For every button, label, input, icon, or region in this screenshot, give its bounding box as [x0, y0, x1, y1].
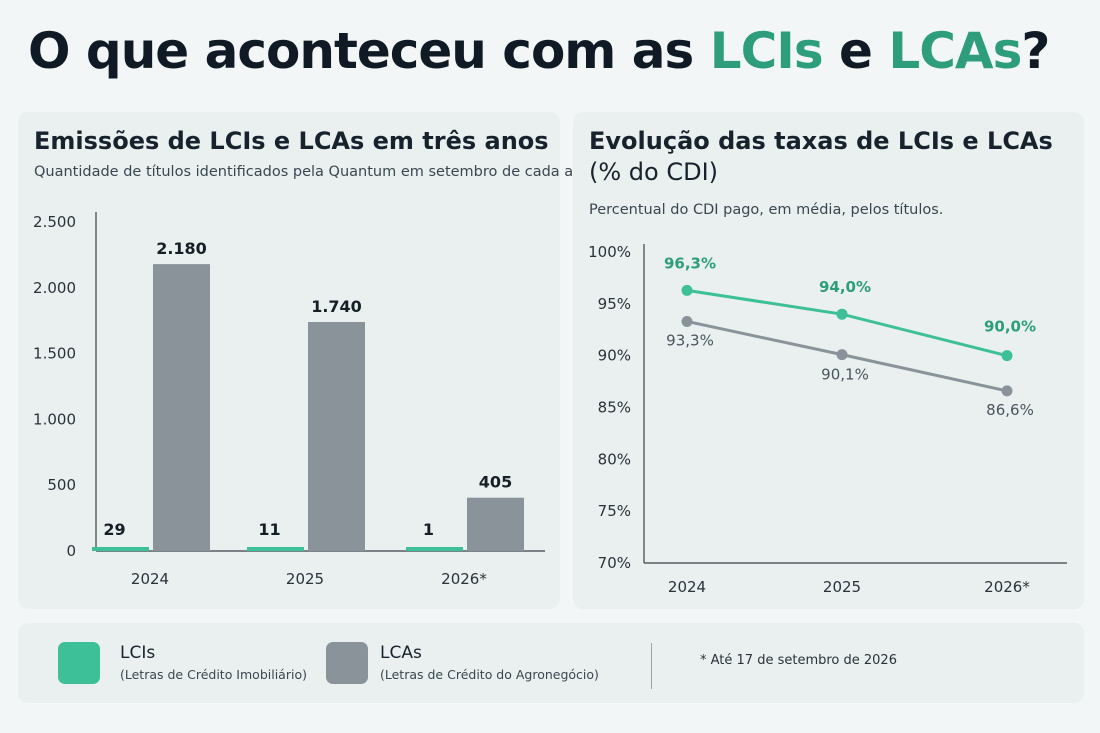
lci-point: [836, 308, 848, 320]
legend-bar: LCIs (Letras de Crédito Imobiliário) LCA…: [18, 623, 1084, 703]
lca-value-label: 90,1%: [821, 366, 869, 384]
legend-swatch-lca: [326, 642, 368, 684]
lci-value-label: 94,0%: [819, 278, 871, 296]
legend-lci-name: LCIs: [120, 643, 156, 663]
y-tick-label: 1.500: [33, 345, 76, 363]
lca-point: [836, 349, 848, 361]
x-tick-label: 2026*: [441, 570, 487, 588]
lci-bar: [406, 547, 463, 551]
lca-value-label: 405: [479, 473, 512, 492]
lci-value-label: 96,3%: [664, 254, 716, 272]
footnote: * Até 17 de setembro de 2026: [700, 653, 897, 668]
lca-bar: [467, 497, 524, 551]
y-tick-label: 85%: [598, 399, 631, 417]
lci-point: [1001, 350, 1013, 362]
y-tick-label: 70%: [598, 554, 631, 572]
lca-value-label: 93,3%: [666, 331, 714, 349]
lca-point: [1001, 385, 1013, 397]
x-tick-label: 2024: [668, 578, 706, 596]
y-tick-label: 2.000: [33, 279, 76, 297]
title-highlight-lcas: LCAs: [888, 22, 1022, 80]
lca-value-label: 86,6%: [986, 401, 1034, 419]
y-tick-label: 95%: [598, 295, 631, 313]
lci-value-label: 29: [103, 520, 125, 539]
x-tick-label: 2025: [286, 570, 324, 588]
lca-bar: [308, 322, 365, 551]
legend-divider: [651, 643, 652, 689]
x-tick-label: 2024: [131, 570, 169, 588]
y-tick-label: 90%: [598, 347, 631, 365]
legend-lca-name: LCAs: [380, 643, 422, 663]
title-prefix: O que aconteceu com as: [28, 22, 710, 80]
emissions-bar-chart: 0 500 1.000 1.500 2.000 2.500 29 2.180 2024 11 1.7…: [33, 212, 545, 588]
x-tick-label: 2025: [823, 578, 861, 596]
rates-title-line1: Evolução das taxas de LCIs e LCAs: [589, 127, 1053, 155]
legend-lci-desc: (Letras de Crédito Imobiliário): [120, 667, 307, 682]
lca-bar: [153, 264, 210, 551]
y-tick-label: 500: [47, 476, 76, 494]
y-tick-label: 2.500: [33, 213, 76, 231]
x-tick-label: 2026*: [984, 578, 1030, 596]
lca-value-label: 2.180: [156, 239, 207, 258]
y-tick-label: 80%: [598, 450, 631, 468]
title-suffix: ?: [1021, 22, 1050, 80]
legend-swatch-lci: [58, 642, 100, 684]
lci-value-label: 1: [423, 520, 434, 539]
page-title: O que aconteceu com as LCIs e LCAs?: [28, 22, 1050, 80]
emissions-chart-title: Emissões de LCIs e LCAs em três anos: [34, 127, 549, 155]
emissions-panel: Emissões de LCIs e LCAs em três anos Qua…: [18, 112, 596, 609]
legend-lca-desc: (Letras de Crédito do Agronegócio): [380, 667, 599, 682]
y-tick-label: 1.000: [33, 410, 76, 428]
lci-bar: [247, 547, 304, 551]
y-tick-label: 75%: [598, 502, 631, 520]
emissions-chart-subtitle: Quantidade de títulos identificados pela…: [34, 164, 596, 180]
lci-value-label: 11: [258, 520, 280, 539]
lca-point: [681, 315, 693, 327]
rates-chart-subtitle: Percentual do CDI pago, em média, pelos …: [589, 202, 944, 218]
rates-chart-title: Evolução das taxas de LCIs e LCAs (% do C…: [589, 126, 1059, 188]
title-mid: e: [822, 22, 889, 80]
y-tick-label: 100%: [588, 243, 631, 261]
y-tick-label: 0: [66, 542, 76, 560]
lci-line: [686, 288, 1008, 358]
rates-title-line2: (% do CDI): [589, 158, 719, 186]
title-highlight-lcis: LCIs: [709, 22, 824, 80]
lci-value-label: 90,0%: [984, 318, 1036, 336]
lca-value-label: 1.740: [311, 297, 362, 316]
rates-panel: Evolução das taxas de LCIs e LCAs (% do C…: [573, 112, 1084, 609]
lci-bar: [92, 547, 149, 551]
rates-line-chart: 70% 75% 80% 85% 90% 95% 100% 96,3% 94,0% 90,0% 93,…: [588, 243, 1067, 596]
lci-point: [681, 284, 693, 296]
